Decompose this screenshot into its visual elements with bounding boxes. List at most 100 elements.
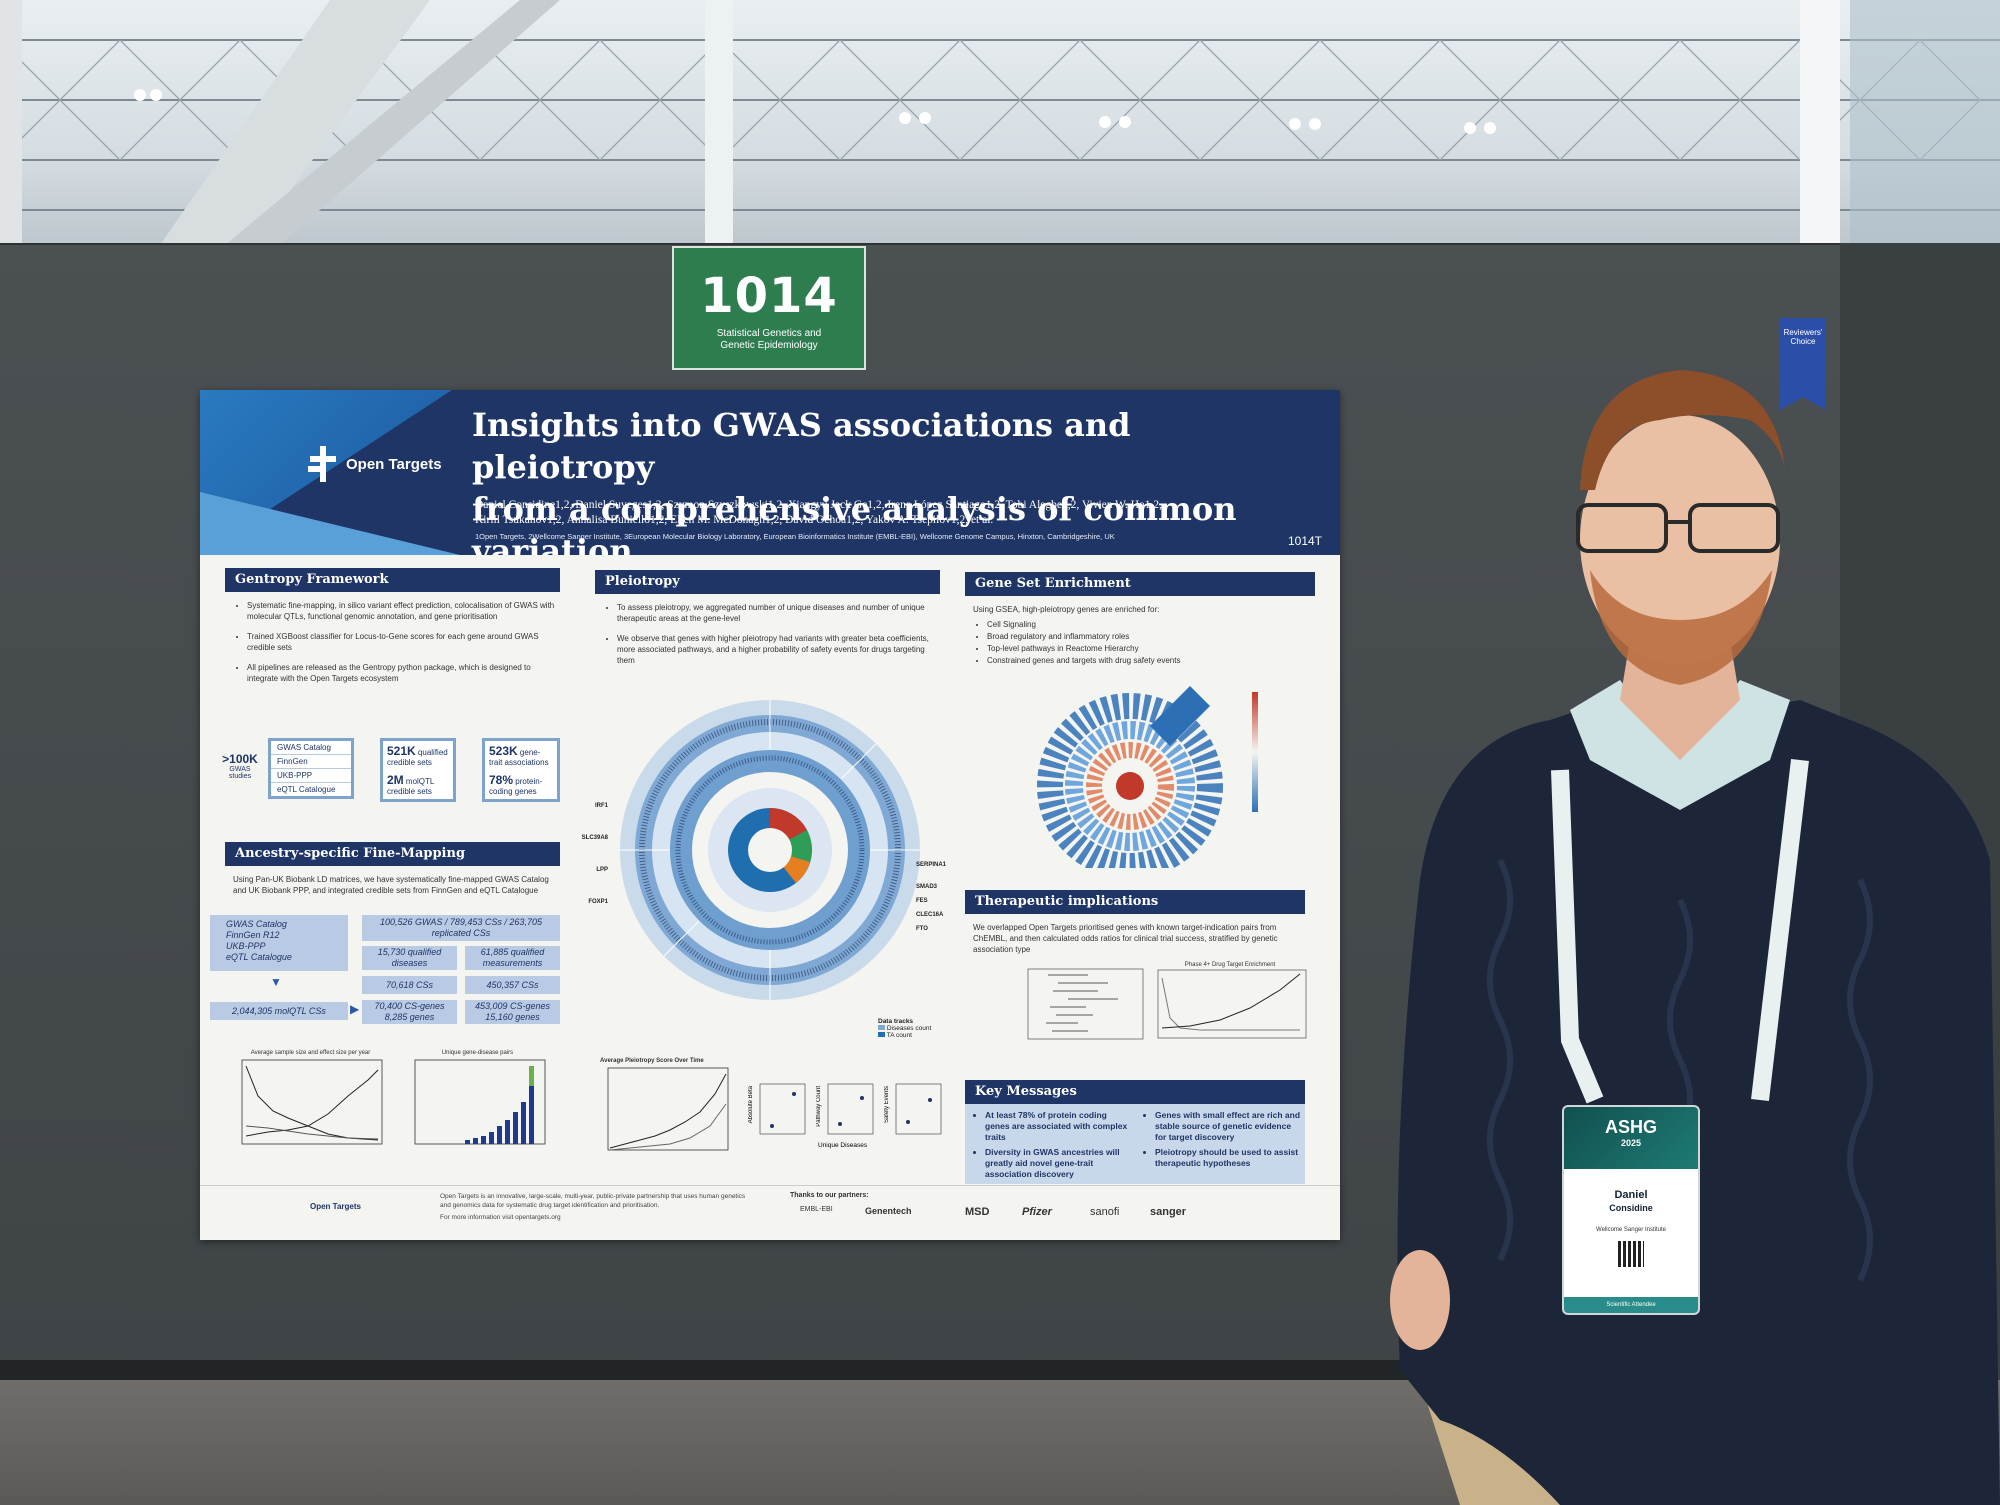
- chart-title: Unique gene-disease pairs: [441, 1050, 514, 1056]
- enrichment-plot: [1157, 969, 1307, 1039]
- gene-label: FES: [916, 898, 928, 904]
- pleiotropy-over-time-chart: Average Pleiotropy Score Over Time: [600, 1058, 735, 1178]
- circos-plot: [620, 700, 920, 1000]
- stat-protein-coding: 78%: [489, 773, 514, 787]
- pleiotropy-heading: Pleiotropy: [595, 570, 940, 594]
- gse-section: Gene Set Enrichment Using GSEA, high-ple…: [965, 572, 1315, 667]
- hall-ceiling: [0, 0, 2000, 260]
- badge-year: 2025: [1620, 1138, 1642, 1148]
- reviewers-choice-ribbon: Reviewers' Choice: [1780, 318, 1826, 410]
- list-item: Genes with small effect are rich and sta…: [1155, 1110, 1301, 1143]
- stat-protein-coding-label: protein-coding genes: [489, 777, 543, 796]
- source-item: UKB-PPP: [271, 769, 351, 783]
- title-line2: from a comprehensive analysis of common …: [472, 490, 1237, 555]
- sign-category-line2: Genetic Epidemiology: [720, 340, 818, 351]
- key-messages-right: Genes with small effect are rich and sta…: [1135, 1104, 1305, 1184]
- pleiotropy-effect-plots: Absolute Beta Pathway Count Safety Event…: [748, 1080, 948, 1160]
- badge-first-name: Daniel: [1614, 1189, 1648, 1201]
- cs-genes-box-1: 70,400 CS-genes 8,285 genes: [362, 1000, 457, 1024]
- badge-last-name: Considine: [1609, 1203, 1653, 1213]
- associations-chip: 523K gene-trait associations 78% protein…: [482, 738, 560, 802]
- partners-heading: Thanks to our partners:: [790, 1192, 869, 1199]
- gse-bullets: Cell Signaling Broad regulatory and infl…: [987, 619, 1315, 666]
- list-item: Cell Signaling: [987, 619, 1315, 630]
- footer-logo: Open Targets: [310, 1202, 361, 1211]
- partner-logo-pfizer: Pfizer: [1022, 1206, 1052, 1218]
- ancestry-section: Ancestry-specific Fine-Mapping Using Pan…: [225, 842, 560, 896]
- gene-label: LPP: [596, 867, 608, 873]
- key-messages-left: At least 78% of protein coding genes are…: [965, 1104, 1135, 1184]
- badge-event: ASHG: [1604, 1117, 1657, 1137]
- gene-disease-bars: [414, 1059, 546, 1145]
- circos-genes-right: SERPINA1 SMAD3 FES CLEC16A FTO: [916, 858, 946, 936]
- sources-chip: GWAS Catalog FinnGen UKB-PPP eQTL Catalo…: [268, 738, 354, 799]
- stat-molqtl-label: molQTL credible sets: [387, 777, 435, 796]
- source-item: FinnGen: [271, 755, 351, 769]
- gene-label: FTO: [916, 926, 928, 932]
- diseases-cs-box: 70,618 CSs: [362, 976, 457, 994]
- sample-size-chart: Average sample size and effect size per …: [228, 1050, 393, 1170]
- odds-ratio-forest-plot: [1027, 968, 1144, 1040]
- therapeutic-heading: Therapeutic implications: [965, 890, 1305, 914]
- source-item: GWAS Catalog: [271, 741, 351, 755]
- poster-footer: Open Targets Open Targets is an innovati…: [200, 1185, 1340, 1240]
- source-item: GWAS Catalog: [226, 919, 287, 929]
- poster-number-sign: 1014 Statistical Genetics and Genetic Ep…: [672, 246, 866, 370]
- gentropy-heading: Gentropy Framework: [225, 568, 560, 592]
- circos-genes-left: IRF1 SLC39A8 LPP FOXP1: [568, 790, 608, 918]
- key-messages-box: At least 78% of protein coding genes are…: [965, 1104, 1305, 1184]
- legend-item: TA count: [886, 1032, 912, 1039]
- partner-logo-sanofi: sanofi: [1090, 1206, 1120, 1218]
- ancestry-heading: Ancestry-specific Fine-Mapping: [225, 842, 560, 866]
- stat-credible-sets: 521K: [387, 744, 416, 758]
- arrow-right-icon: ▶: [350, 1002, 360, 1016]
- badge-header: ASHG 2025: [1564, 1107, 1698, 1169]
- key-messages-heading: Key Messages: [965, 1080, 1305, 1104]
- pleiotropy-trend-plot: [607, 1067, 729, 1151]
- measurements-cs-box: 450,357 CSs: [465, 976, 560, 994]
- presenter-person: [1390, 370, 2000, 1505]
- gene-disease-pairs-chart: Unique gene-disease pairs: [405, 1050, 550, 1170]
- authors-line1: Daniel Considine1,2, Daniel Suveges1,2, …: [475, 499, 1163, 511]
- open-targets-logo: Open Targets: [308, 446, 442, 482]
- chart-title: Average Pleiotropy Score Over Time: [600, 1058, 704, 1064]
- axis-safety-events: Safety Events: [884, 1086, 890, 1124]
- badge-organisation: Wellcome Sanger Institute: [1596, 1227, 1666, 1233]
- list-item: Trained XGBoost classifier for Locus-to-…: [247, 631, 560, 653]
- partner-logo-msd: MSD: [965, 1206, 990, 1218]
- partner-logo-genentech: Genentech: [865, 1206, 912, 1216]
- ceiling-truss: [0, 0, 2000, 250]
- legend-title: Data tracks: [878, 1018, 914, 1025]
- chart-title: Phase 4+ Drug Target Enrichment: [1184, 962, 1276, 968]
- footer-blurb-text: Open Targets is an innovative, large-sca…: [440, 1193, 746, 1209]
- gentropy-bullets: Systematic fine-mapping, in silico varia…: [247, 600, 560, 684]
- gwas-studies-stat: >100K GWAS studies: [220, 752, 260, 780]
- stat-molqtl: 2M: [387, 773, 404, 787]
- key-messages-section: Key Messages At least 78% of protein cod…: [965, 1080, 1305, 1184]
- legend-item: Diseases count: [886, 1025, 932, 1032]
- stat-associations: 523K: [489, 744, 518, 758]
- list-item: Systematic fine-mapping, in silico varia…: [247, 600, 560, 622]
- arrow-down-icon: ▼: [270, 975, 282, 989]
- studies-number: >100K: [222, 752, 258, 766]
- pleiotropy-section: Pleiotropy To assess pleiotropy, we aggr…: [595, 570, 940, 675]
- drug-target-enrichment-chart: Phase 4+ Drug Target Enrichment: [1150, 962, 1310, 1052]
- source-item: eQTL Catalogue: [226, 952, 292, 962]
- therapeutic-section: Therapeutic implications We overlapped O…: [965, 890, 1305, 955]
- scientific-poster: Open Targets Insights into GWAS associat…: [200, 390, 1340, 1240]
- studies-label: GWAS studies: [228, 766, 252, 780]
- sample-size-plot: [241, 1059, 383, 1145]
- stat-credible-sets-label: qualified credible sets: [387, 748, 448, 767]
- molqtl-box: 2,044,305 molQTL CSs: [210, 1002, 348, 1020]
- poster-authors: Daniel Considine1,2, Daniel Suveges1,2, …: [475, 498, 1175, 528]
- ancestry-sources-box: GWAS Catalog FinnGen R12 UKB-PPP eQTL Ca…: [210, 915, 348, 971]
- poster-code: 1014T: [1287, 534, 1322, 548]
- authors-line2: Kirill Tsukanov1,2, Annalisa Buniello1,2…: [475, 514, 994, 526]
- chart-title: Average sample size and effect size per …: [250, 1050, 371, 1056]
- gene-label: IRF1: [594, 803, 608, 809]
- axis-pathway-count: Pathway Count: [816, 1086, 822, 1127]
- footer-more-info: For more information visit opentargets.o…: [440, 1214, 561, 1221]
- gene-label: SLC39A8: [581, 835, 608, 841]
- axis-unique-diseases: Unique Diseases: [818, 1142, 868, 1149]
- gene-label: SERPINA1: [916, 862, 947, 868]
